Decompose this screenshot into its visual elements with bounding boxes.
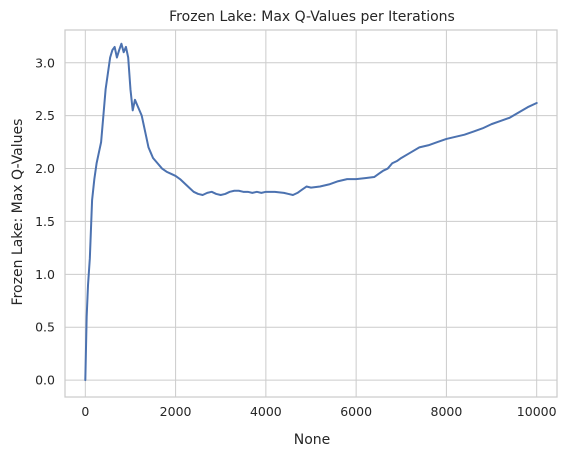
x-axis-ticks: 0 2000 4000 6000 8000 10000	[81, 404, 556, 419]
y-tick-label: 1.5	[35, 214, 55, 229]
y-tick-label: 0.0	[35, 373, 55, 388]
y-tick-label: 2.0	[35, 161, 55, 176]
y-axis-label: Frozen Lake: Max Q-Values	[10, 119, 26, 306]
x-axis-label: None	[294, 432, 331, 448]
y-tick-label: 1.0	[35, 267, 55, 282]
plot-frame	[64, 29, 558, 398]
x-tick-label: 8000	[431, 404, 463, 419]
grid-lines	[65, 30, 557, 397]
x-tick-label: 6000	[340, 404, 372, 419]
y-tick-label: 2.5	[35, 108, 55, 123]
x-tick-label: 2000	[160, 404, 192, 419]
x-tick-label: 0	[81, 404, 89, 419]
series-layer	[84, 42, 538, 382]
x-tick-label: 4000	[250, 404, 282, 419]
series-line	[84, 42, 538, 382]
y-tick-label: 3.0	[35, 55, 55, 70]
y-axis-ticks: 0.0 0.5 1.0 1.5 2.0 2.5 3.0	[35, 55, 55, 387]
x-tick-label: 10000	[517, 404, 557, 419]
y-tick-label: 0.5	[35, 320, 55, 335]
chart-title: Frozen Lake: Max Q-Values per Iterations	[169, 9, 455, 25]
